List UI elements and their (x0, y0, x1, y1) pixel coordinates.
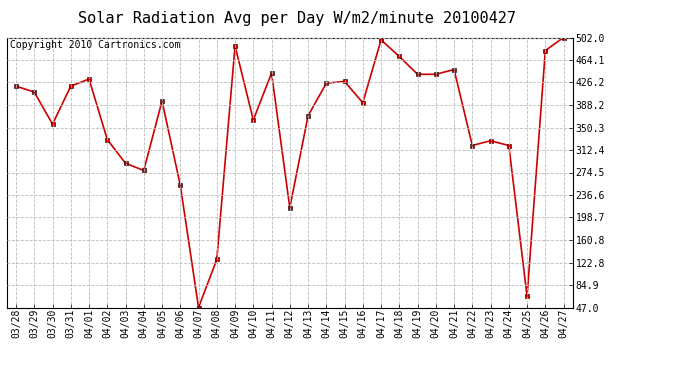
Text: Solar Radiation Avg per Day W/m2/minute 20100427: Solar Radiation Avg per Day W/m2/minute … (78, 11, 515, 26)
Text: Copyright 2010 Cartronics.com: Copyright 2010 Cartronics.com (10, 40, 180, 50)
